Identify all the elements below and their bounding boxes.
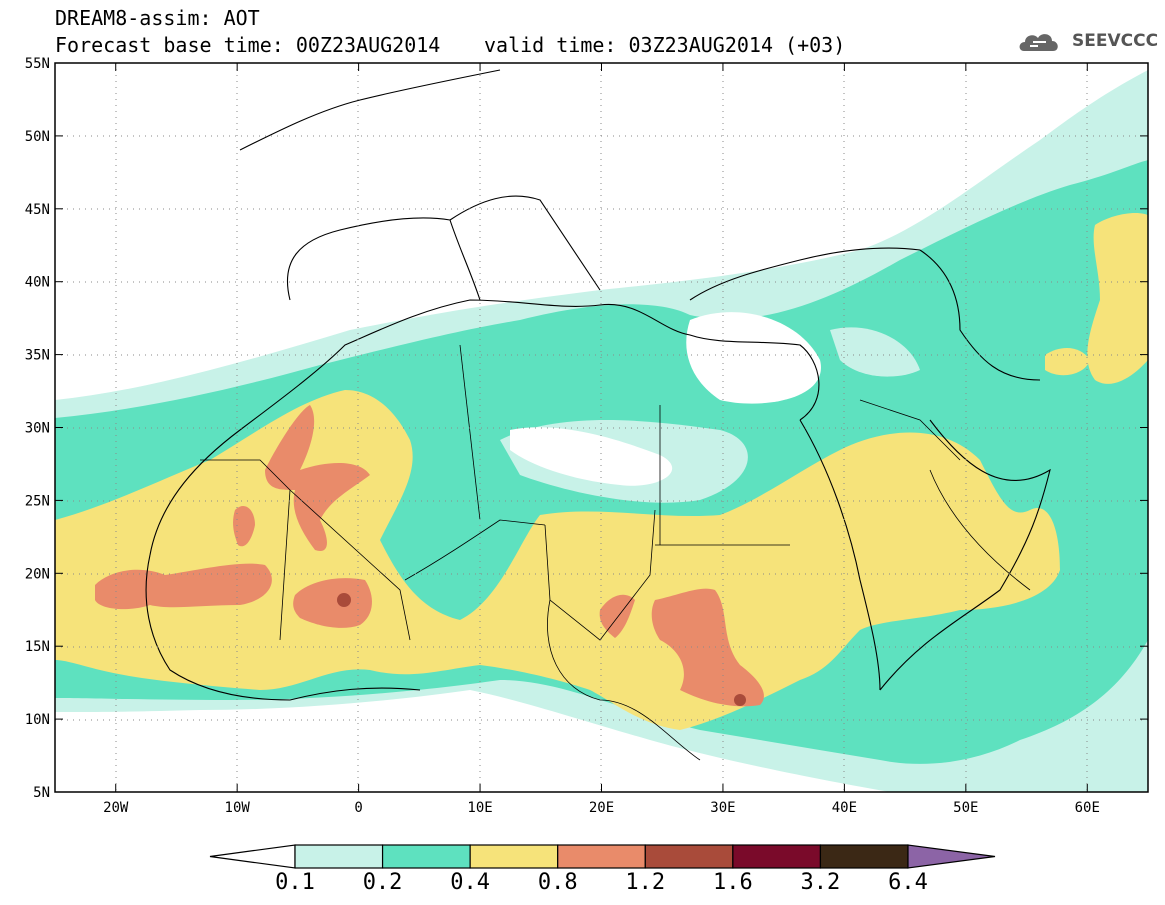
lat-label: 40N	[25, 275, 50, 291]
graticule	[55, 63, 1148, 792]
colorbar-label: 0.2	[362, 870, 403, 895]
map-title: DREAM8-assim: AOT	[55, 6, 260, 30]
colorbar-label: 6.4	[888, 870, 928, 895]
lon-label: 60E	[1075, 800, 1100, 816]
colorbar-box	[732, 844, 822, 869]
lon-label: 0	[354, 800, 362, 816]
lat-label: 30N	[25, 421, 50, 437]
cloud-icon	[1019, 34, 1058, 51]
colorbar-label: 0.4	[450, 870, 491, 895]
lon-label: 20E	[589, 800, 614, 816]
colorbar-label: 3.2	[800, 870, 841, 895]
lon-label: 40E	[832, 800, 857, 816]
colorbar-box	[381, 844, 471, 869]
lat-label: 45N	[25, 202, 50, 218]
valid-time: valid time: 03Z23AUG2014 (+03)	[484, 33, 846, 57]
lon-label: 10E	[467, 800, 492, 816]
lat-label: 5N	[33, 785, 50, 801]
colorbar-label: 0.8	[537, 870, 578, 895]
colorbar-box	[469, 844, 559, 869]
coastlines	[145, 69, 1051, 701]
colorbar-max-arrow	[907, 844, 996, 869]
colorbar-label: 1.6	[712, 870, 753, 895]
colorbar-box	[644, 844, 734, 869]
logo-text: SEEVCCC	[1072, 31, 1159, 51]
lat-label: 10N	[25, 712, 50, 728]
lat-label: 50N	[25, 129, 50, 145]
aot-spot	[734, 694, 746, 706]
colorbar-min-arrow	[209, 844, 296, 869]
aot-band-0-8	[95, 563, 272, 610]
lat-label: 15N	[25, 639, 50, 655]
borders	[200, 344, 1031, 761]
lat-label: 35N	[25, 348, 50, 364]
colorbar-label: 1.2	[625, 870, 666, 895]
colorbar-box	[294, 844, 384, 869]
lon-label: 20W	[103, 800, 129, 816]
colorbar-box	[557, 844, 646, 869]
lat-label: 20N	[25, 566, 50, 582]
colorbar-box	[819, 844, 909, 869]
colorbar-label: 0.1	[275, 870, 315, 895]
forecast-base-time: Forecast base time: 00Z23AUG2014	[55, 33, 441, 57]
aot-spot	[337, 593, 351, 607]
lat-label: 55N	[25, 56, 50, 72]
lat-label: 25N	[25, 493, 50, 509]
lon-label: 50E	[953, 800, 978, 816]
lon-label: 30E	[710, 800, 735, 816]
lon-label: 10W	[225, 800, 251, 816]
